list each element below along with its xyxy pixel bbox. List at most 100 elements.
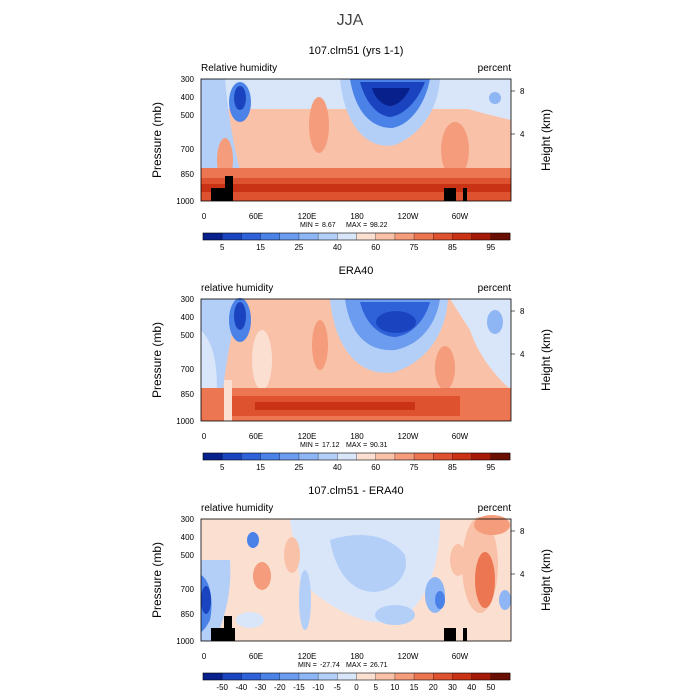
- panel-2-colorbar: 5 15 25 40 60 75 85 95: [202, 452, 511, 472]
- panel-2-ytick-1000: 1000: [176, 417, 194, 426]
- panel-2-ytick-700: 700: [181, 365, 195, 374]
- colorbar-swatch: [298, 673, 319, 680]
- panel-3-ytick-850: 850: [181, 610, 195, 619]
- colorbar-swatch: [298, 233, 319, 240]
- colorbar-swatch: [203, 453, 223, 460]
- panel-1-max-value: 98.22: [370, 222, 388, 229]
- panel-1-ylabel: Pressure (mb): [150, 102, 164, 178]
- colorbar-swatch: [241, 233, 261, 240]
- colorbar-label: -20: [274, 683, 286, 692]
- colorbar-label: 85: [448, 463, 457, 472]
- panel-3-height-tick-4: 4: [520, 570, 525, 579]
- colorbar-label: 10: [390, 683, 399, 692]
- colorbar-swatch: [452, 233, 472, 240]
- colorbar-swatch: [241, 453, 261, 460]
- panel-1-ytick-850: 850: [181, 170, 195, 179]
- colorbar-label: 15: [410, 683, 419, 692]
- colorbar-swatch: [471, 233, 492, 240]
- panel-3-height-tick-8: 8: [520, 527, 525, 536]
- colorbar-swatch: [375, 673, 396, 680]
- panel-1-min-label: MIN =: [300, 222, 319, 229]
- colorbar-label: 0: [354, 683, 359, 692]
- colorbar-swatch: [433, 233, 453, 240]
- panel-2: ERA40 relative humidity percent 300: [150, 265, 553, 472]
- panel-3-xtick-60e: 60E: [249, 652, 263, 661]
- panel-2-ytick-850: 850: [181, 390, 195, 399]
- panel-2-min-label: MIN =: [300, 442, 319, 449]
- panel-3-stats: MIN = -27.74 MAX = 26.71: [298, 662, 388, 669]
- panel-2-min-value: 17.12: [322, 442, 340, 449]
- panel-3-title: 107.clm51 - ERA40: [308, 485, 403, 497]
- panel-3-units-label: percent: [478, 503, 512, 514]
- panel-1-pressure-ticks: 300 400 500 700 850 1000: [176, 75, 194, 206]
- colorbar-label: -10: [312, 683, 324, 692]
- colorbar-swatch: [414, 233, 434, 240]
- colorbar-swatch: [318, 233, 338, 240]
- colorbar-label: 60: [371, 243, 380, 252]
- colorbar-swatch: [260, 453, 281, 460]
- colorbar-swatch: [318, 673, 338, 680]
- colorbar-label: 75: [410, 463, 419, 472]
- panel-2-y2label: Height (km): [539, 329, 553, 391]
- panel-2-stats: MIN = 17.12 MAX = 90.31: [300, 442, 388, 449]
- colorbar-swatch: [375, 233, 396, 240]
- panel-3-max-label: MAX =: [346, 662, 367, 669]
- panel-2-ytick-300: 300: [181, 295, 195, 304]
- panel-1-ytick-1000: 1000: [176, 197, 194, 206]
- colorbar-swatch: [356, 673, 376, 680]
- panel-1-ytick-300: 300: [181, 75, 195, 84]
- panel-2-max-label: MAX =: [346, 442, 367, 449]
- panel-3-variable-label: relative humidity: [201, 503, 273, 514]
- colorbar-swatch: [337, 673, 357, 680]
- panel-3: 107.clm51 - ERA40 relative humidity perc…: [150, 485, 553, 692]
- colorbar-swatch: [279, 233, 300, 240]
- panel-3-xtick-180: 180: [350, 652, 364, 661]
- colorbar-label: -30: [255, 683, 267, 692]
- panel-1-max-label: MAX =: [346, 222, 367, 229]
- panel-2-units-label: percent: [478, 283, 512, 294]
- panel-3-xtick-0: 0: [202, 652, 207, 661]
- colorbar-label: 5: [373, 683, 378, 692]
- colorbar-label: 85: [448, 243, 457, 252]
- panel-2-height-tick-4: 4: [520, 350, 525, 359]
- panel-2-max-value: 90.31: [370, 442, 388, 449]
- colorbar-swatch: [260, 233, 281, 240]
- colorbar-swatch: [490, 673, 511, 680]
- panel-2-ylabel: Pressure (mb): [150, 322, 164, 398]
- panel-1-xtick-60w: 60W: [452, 212, 469, 221]
- colorbar-swatch: [356, 233, 376, 240]
- colorbar-label: 20: [429, 683, 438, 692]
- colorbar-swatch: [337, 233, 357, 240]
- colorbar-label: 40: [333, 463, 342, 472]
- colorbar-swatch: [414, 453, 434, 460]
- panel-3-xtick-120e: 120E: [298, 652, 317, 661]
- panel-2-xtick-0: 0: [202, 432, 207, 441]
- colorbar-label: 15: [256, 243, 265, 252]
- panel-2-xtick-120w: 120W: [398, 432, 419, 441]
- colorbar-swatch: [222, 673, 242, 680]
- panel-2-lon-ticks: 0 60E 120E 180 120W 60W: [202, 432, 469, 441]
- colorbar-swatch: [471, 673, 492, 680]
- panel-1-ytick-500: 500: [181, 111, 195, 120]
- colorbar-swatch: [356, 453, 376, 460]
- colorbar-label: 25: [294, 243, 303, 252]
- panel-1-height-tick-8: 8: [520, 87, 525, 96]
- panel-2-variable-label: relative humidity: [201, 283, 273, 294]
- panel-3-ytick-1000: 1000: [176, 637, 194, 646]
- colorbar-label: 40: [333, 243, 342, 252]
- colorbar-swatch: [298, 453, 319, 460]
- panel-2-xtick-60e: 60E: [249, 432, 263, 441]
- panel-3-ytick-500: 500: [181, 551, 195, 560]
- panel-1-units-label: percent: [478, 63, 512, 74]
- panel-3-field: [201, 515, 511, 641]
- panel-3-xtick-60w: 60W: [452, 652, 469, 661]
- panel-1-y2label: Height (km): [539, 109, 553, 171]
- colorbar-swatch: [337, 453, 357, 460]
- colorbar-swatch: [394, 453, 415, 460]
- colorbar-label: 25: [294, 463, 303, 472]
- panel-3-lon-ticks: 0 60E 120E 180 120W 60W: [202, 652, 469, 661]
- colorbar-swatch: [433, 453, 453, 460]
- colorbar-label: 60: [371, 463, 380, 472]
- colorbar-swatch: [318, 453, 338, 460]
